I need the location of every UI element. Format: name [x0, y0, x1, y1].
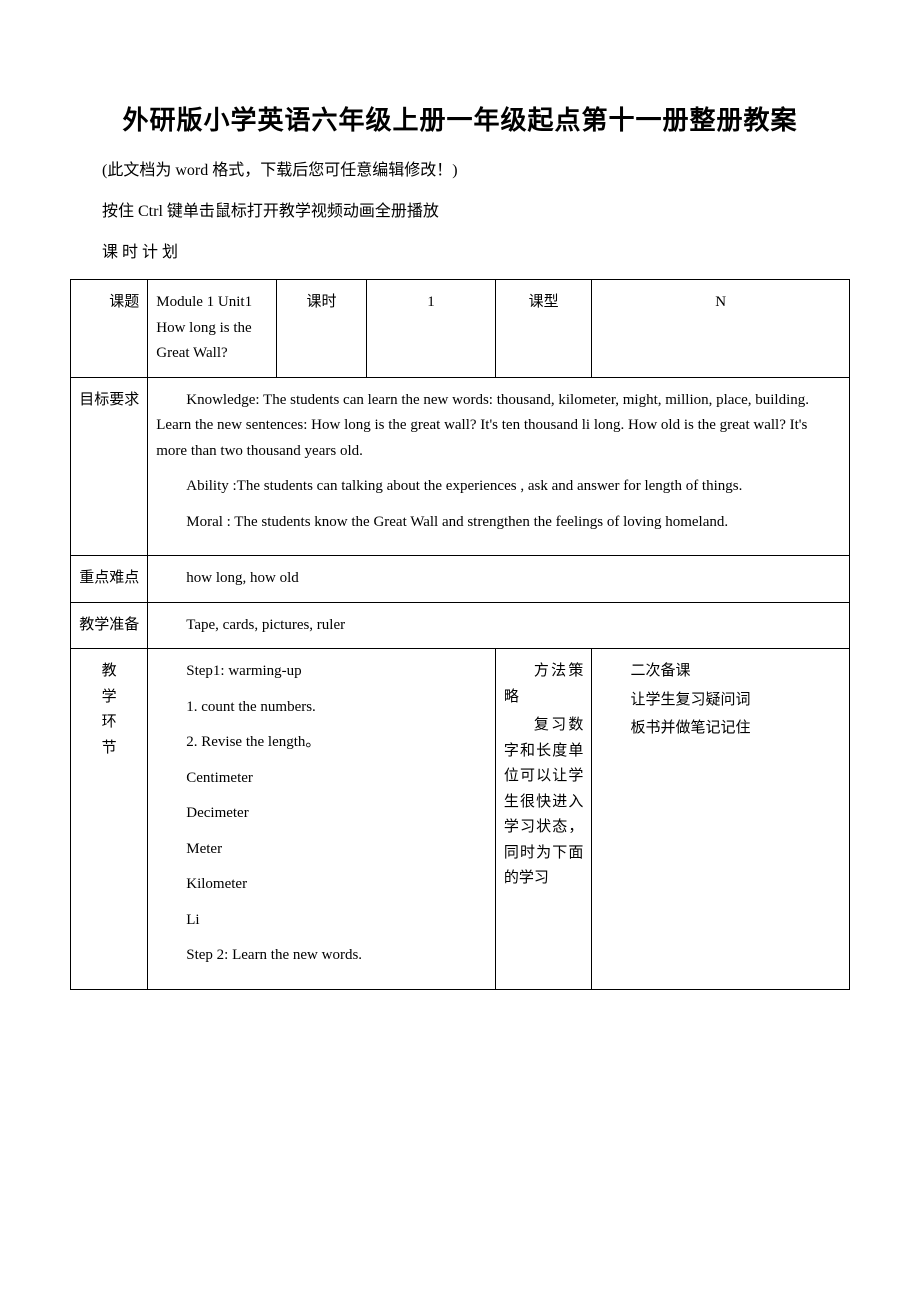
- method-column: 方法策略 复习数字和长度单位可以让学生很快进入学习状态，同时为下面的学习: [495, 649, 592, 990]
- subject-value: Module 1 Unit1 How long is the Great Wal…: [148, 280, 277, 378]
- header-row: 课题 Module 1 Unit1 How long is the Great …: [71, 280, 850, 378]
- step-1-item7: Li: [156, 908, 487, 934]
- prep-row: 教学准备 Tape, cards, pictures, ruler: [71, 602, 850, 649]
- type-label: 课型: [495, 280, 592, 378]
- step-2-title: Step 2: Learn the new words.: [156, 943, 487, 969]
- method-title: 方法策略: [504, 659, 584, 710]
- notes-text1: 让学生复习疑问词: [600, 688, 841, 714]
- goals-content: Knowledge: The students can learn the ne…: [148, 377, 850, 556]
- step-1-item5: Meter: [156, 837, 487, 863]
- goals-ability: Ability :The students can talking about …: [156, 474, 841, 500]
- lesson-plan-table: 课题 Module 1 Unit1 How long is the Great …: [70, 279, 850, 990]
- period-value: 1: [367, 280, 496, 378]
- period-label: 课时: [277, 280, 367, 378]
- subject-label: 课题: [71, 280, 148, 378]
- goals-row: 目标要求 Knowledge: The students can learn t…: [71, 377, 850, 556]
- goals-moral: Moral : The students know the Great Wall…: [156, 510, 841, 536]
- notes-title: 二次备课: [600, 659, 841, 685]
- teaching-label: 教 学 环 节: [71, 649, 148, 990]
- page-title: 外研版小学英语六年级上册一年级起点第十一册整册教案: [70, 100, 850, 137]
- teaching-char-3: 环: [102, 714, 117, 730]
- step-1-item6: Kilometer: [156, 872, 487, 898]
- step-1-item4: Decimeter: [156, 801, 487, 827]
- prep-label: 教学准备: [71, 602, 148, 649]
- type-value: N: [592, 280, 850, 378]
- method-text: 复习数字和长度单位可以让学生很快进入学习状态，同时为下面的学习: [504, 713, 584, 892]
- step-1-item2: 2. Revise the length。: [156, 730, 487, 756]
- notes-column: 二次备课 让学生复习疑问词 板书并做笔记记住: [592, 649, 850, 990]
- goals-label: 目标要求: [71, 377, 148, 556]
- teaching-char-2: 学: [102, 689, 117, 705]
- goals-knowledge: Knowledge: The students can learn the ne…: [156, 388, 841, 465]
- difficult-row: 重点难点 how long, how old: [71, 556, 850, 603]
- lesson-plan-label: 课 时 计 划: [70, 239, 850, 268]
- teaching-char-1: 教: [102, 663, 117, 679]
- doc-format-note: (此文档为 word 格式，下载后您可任意编辑修改！): [70, 157, 850, 186]
- prep-content: Tape, cards, pictures, ruler: [148, 602, 850, 649]
- notes-text2: 板书并做笔记记住: [600, 716, 841, 742]
- difficult-content: how long, how old: [148, 556, 850, 603]
- teaching-char-4: 节: [102, 740, 117, 756]
- difficult-label: 重点难点: [71, 556, 148, 603]
- step-1-item3: Centimeter: [156, 766, 487, 792]
- step-1-item1: 1. count the numbers.: [156, 695, 487, 721]
- step-1-title: Step1: warming-up: [156, 659, 487, 685]
- teaching-steps: Step1: warming-up 1. count the numbers. …: [148, 649, 496, 990]
- teaching-row: 教 学 环 节 Step1: warming-up 1. count the n…: [71, 649, 850, 990]
- ctrl-click-note: 按住 Ctrl 键单击鼠标打开教学视频动画全册播放: [70, 198, 850, 227]
